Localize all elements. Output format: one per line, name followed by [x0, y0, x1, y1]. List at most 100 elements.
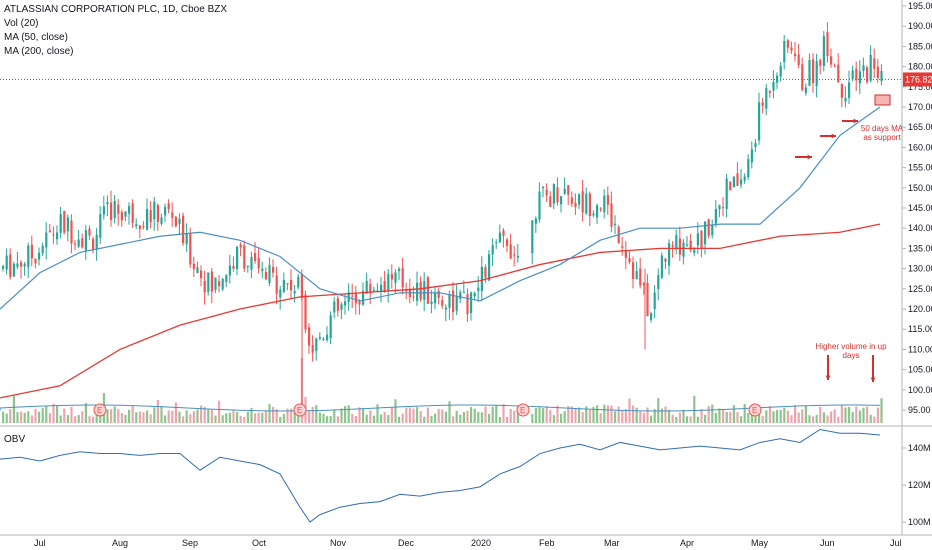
- price-tick-label: 150.00: [908, 183, 932, 193]
- candle-body: [394, 272, 397, 283]
- volume-bar: [124, 414, 127, 423]
- candle-body: [189, 233, 192, 265]
- annotation-ma: 50 days MA as support: [852, 124, 912, 142]
- volume-bar: [858, 410, 861, 423]
- price-tick-label: 115.00: [908, 324, 932, 334]
- candle-body: [66, 217, 69, 232]
- volume-bar: [686, 416, 689, 423]
- candle-body: [552, 184, 555, 204]
- price-tick-label: 170.00: [908, 102, 932, 112]
- volume-bar: [732, 405, 735, 423]
- candle-body: [599, 208, 602, 210]
- candle-body: [765, 88, 768, 109]
- candle-body: [498, 232, 501, 243]
- volume-bar: [311, 406, 314, 423]
- volume-bar: [509, 408, 512, 423]
- obv-tick-label: 120M: [908, 480, 931, 490]
- candle-body: [610, 203, 613, 227]
- candle-body: [653, 292, 656, 310]
- volume-bar: [77, 415, 80, 423]
- volume-bar: [110, 409, 113, 423]
- volume-bar: [182, 416, 185, 423]
- volume-bar: [351, 413, 354, 423]
- candle-body: [171, 212, 174, 218]
- candle-body: [351, 295, 354, 297]
- candle-body: [545, 189, 548, 196]
- volume-bar: [56, 405, 59, 423]
- volume-bar: [423, 416, 426, 423]
- volume-bar: [585, 406, 588, 423]
- candle-body: [711, 225, 714, 236]
- candle-body: [401, 268, 404, 288]
- arrow-volume-1-head: [825, 375, 831, 380]
- volume-bar: [246, 411, 249, 423]
- volume-bar: [452, 416, 455, 423]
- volume-bar: [506, 416, 509, 423]
- candle-body: [20, 262, 23, 267]
- obv-tick-label: 140M: [908, 443, 931, 453]
- volume-bar: [376, 404, 379, 423]
- volume-bar: [783, 407, 786, 423]
- volume-bar: [700, 409, 703, 423]
- volume-bar: [635, 407, 638, 423]
- volume-bar: [448, 401, 451, 423]
- candle-body: [160, 217, 163, 224]
- volume-bar: [484, 406, 487, 423]
- candle-body: [448, 294, 451, 308]
- volume-bar: [462, 411, 465, 423]
- volume-bar: [369, 410, 372, 423]
- candle-body: [41, 245, 44, 254]
- candle-body: [707, 219, 710, 236]
- volume-bar: [2, 411, 5, 423]
- obv-label[interactable]: OBV: [4, 434, 26, 445]
- candle-body: [84, 230, 87, 252]
- volume-bar: [545, 406, 548, 423]
- legend-ma200[interactable]: MA (200, close): [4, 46, 74, 57]
- volume-bar: [614, 411, 617, 423]
- volume-bar: [714, 412, 717, 423]
- volume-bar: [761, 415, 764, 423]
- price-tick-label: 145.00: [908, 203, 932, 213]
- volume-bar: [261, 412, 264, 423]
- volume-bar: [362, 408, 365, 423]
- candle-body: [639, 268, 642, 286]
- time-axis-label: May: [751, 538, 769, 548]
- volume-bar: [729, 411, 732, 423]
- candle-body: [52, 234, 55, 236]
- candle-body: [758, 102, 761, 141]
- volume-bar: [218, 400, 221, 423]
- candle-body: [657, 275, 660, 289]
- candle-body: [275, 275, 278, 294]
- candle-body: [567, 185, 570, 195]
- candle-body: [675, 234, 678, 250]
- legend-ma50[interactable]: MA (50, close): [4, 32, 68, 43]
- candle-body: [203, 280, 206, 293]
- volume-bar: [556, 405, 559, 423]
- volume-bar: [160, 405, 163, 423]
- candle-body: [603, 195, 606, 213]
- price-tick-label: 155.00: [908, 163, 932, 173]
- volume-bar: [477, 411, 480, 423]
- candle-body: [772, 81, 775, 91]
- candle-body: [297, 276, 300, 288]
- candle-body: [196, 267, 199, 274]
- volume-bar: [221, 415, 224, 423]
- legend-volume[interactable]: Vol (20): [4, 18, 39, 29]
- volume-bar: [135, 412, 138, 423]
- candle-body: [390, 274, 393, 280]
- candle-body: [254, 253, 257, 261]
- volume-bar: [66, 414, 69, 423]
- volume-bar: [171, 410, 174, 423]
- volume-bar: [466, 410, 469, 423]
- volume-bar: [617, 406, 620, 423]
- volume-bar: [754, 411, 757, 423]
- volume-bar: [668, 409, 671, 423]
- volume-bar: [750, 409, 753, 423]
- candle-body: [178, 218, 181, 224]
- volume-bar: [815, 414, 818, 423]
- volume-bar: [106, 409, 109, 423]
- volume-bar: [257, 412, 260, 423]
- candle-body: [92, 238, 95, 250]
- candle-body: [279, 289, 282, 298]
